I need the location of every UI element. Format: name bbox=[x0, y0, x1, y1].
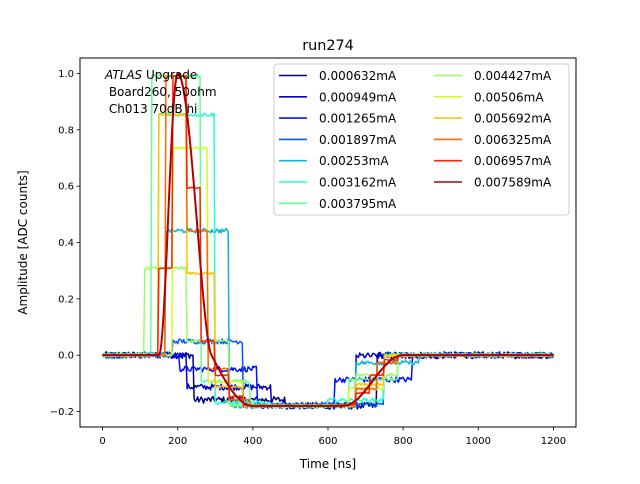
legend-label: 0.003162mA bbox=[319, 176, 397, 190]
legend-frame bbox=[273, 63, 570, 216]
legend-label: 0.003795mA bbox=[319, 197, 397, 211]
y-tick-label: −0.2 bbox=[50, 407, 74, 418]
atlas-annotation: ATLAS Upgrade Board260, 50ohm Ch013 70dB… bbox=[104, 68, 217, 116]
series-lines bbox=[101, 72, 555, 410]
x-tick-label: 800 bbox=[394, 436, 413, 447]
series-line bbox=[102, 72, 554, 407]
x-axis-label: Time [ns] bbox=[299, 457, 356, 471]
x-tick-label: 200 bbox=[168, 436, 187, 447]
legend-label: 0.00253mA bbox=[319, 154, 389, 168]
legend-label: 0.000632mA bbox=[319, 69, 397, 83]
y-tick-label: 0.8 bbox=[58, 125, 74, 136]
y-tick-label: 0.2 bbox=[58, 294, 74, 305]
annotation-upgrade: Upgrade bbox=[142, 68, 197, 82]
y-tick-label: 0.6 bbox=[58, 182, 74, 193]
x-tick-label: 1200 bbox=[541, 436, 566, 447]
legend-label: 0.006957mA bbox=[474, 154, 552, 168]
annotation-atlas: ATLAS bbox=[104, 68, 143, 82]
legend-label: 0.001897mA bbox=[319, 133, 397, 147]
legend-label: 0.007589mA bbox=[474, 176, 552, 190]
x-tick-label: 600 bbox=[318, 436, 337, 447]
y-tick-label: 0.0 bbox=[58, 351, 74, 362]
svg-text:ATLAS Upgrade: ATLAS Upgrade bbox=[104, 68, 197, 82]
x-tick-label: 400 bbox=[243, 436, 262, 447]
legend: 0.000632mA 0.000949mA 0.001265mA 0.001897mA… bbox=[273, 63, 570, 216]
x-axis: 0 200 400 600 800 1000 1200 bbox=[99, 427, 566, 447]
y-tick-label: 1.0 bbox=[58, 69, 74, 80]
x-tick-label: 1000 bbox=[466, 436, 491, 447]
chart-title: run274 bbox=[302, 38, 354, 54]
y-axis-label: Amplitude [ADC counts] bbox=[16, 170, 30, 314]
legend-label: 0.000949mA bbox=[319, 90, 397, 104]
legend-label: 0.005692mA bbox=[474, 112, 552, 126]
legend-label: 0.006325mA bbox=[474, 133, 552, 147]
legend-label: 0.001265mA bbox=[319, 112, 397, 126]
y-axis: −0.2 0.0 0.2 0.4 0.6 0.8 1.0 bbox=[50, 69, 80, 418]
annotation-channel: Ch013 70dB hi bbox=[105, 102, 197, 116]
legend-label: 0.00506mA bbox=[474, 90, 544, 104]
y-tick-label: 0.4 bbox=[58, 238, 74, 249]
x-tick-label: 0 bbox=[99, 436, 105, 447]
annotation-board: Board260, 50ohm bbox=[105, 85, 217, 99]
legend-label: 0.004427mA bbox=[474, 69, 552, 83]
